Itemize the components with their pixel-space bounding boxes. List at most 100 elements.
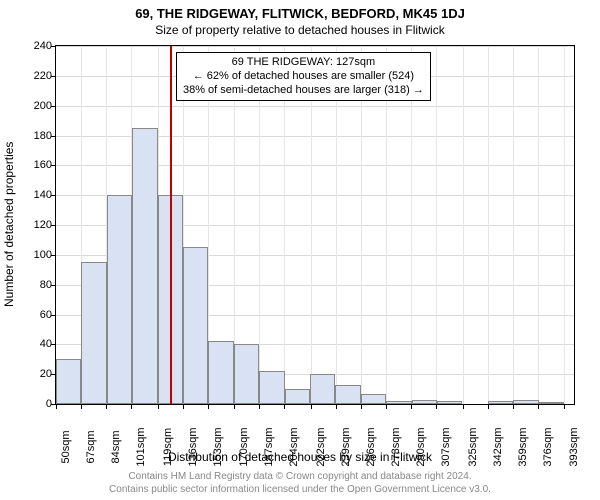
histogram-bar (183, 247, 208, 404)
x-tick-label: 307sqm (440, 427, 452, 466)
y-tick-mark (51, 404, 55, 405)
x-tick-mark (81, 405, 82, 409)
y-tick-label: 200 (12, 100, 52, 112)
x-tick-label: 359sqm (517, 427, 529, 466)
annotation-line-3: 38% of semi-detached houses are larger (… (183, 84, 424, 98)
x-tick-mark (183, 405, 184, 409)
x-tick-label: 204sqm (288, 427, 300, 466)
annotation-box: 69 THE RIDGEWAY: 127sqm← 62% of detached… (176, 52, 431, 101)
page-title: 69, THE RIDGEWAY, FLITWICK, BEDFORD, MK4… (0, 0, 600, 21)
y-tick-label: 140 (12, 189, 52, 201)
y-tick-label: 40 (12, 338, 52, 350)
y-tick-label: 80 (12, 279, 52, 291)
grid-line-v (436, 46, 437, 404)
annotation-line-1: 69 THE RIDGEWAY: 127sqm (183, 56, 424, 70)
y-tick-label: 240 (12, 40, 52, 52)
y-tick-mark (51, 285, 55, 286)
x-tick-mark (513, 405, 514, 409)
y-tick-mark (51, 195, 55, 196)
x-tick-mark (463, 405, 464, 409)
x-tick-mark (411, 405, 412, 409)
histogram-bar (259, 371, 284, 404)
x-tick-mark (361, 405, 362, 409)
x-tick-mark (234, 405, 235, 409)
x-tick-label: 376sqm (542, 427, 554, 466)
histogram-bar (107, 195, 132, 404)
y-tick-label: 180 (12, 130, 52, 142)
grid-line-h (56, 106, 574, 107)
y-tick-label: 100 (12, 249, 52, 261)
x-tick-mark (131, 405, 132, 409)
grid-line-h (56, 46, 574, 47)
histogram-bar (208, 341, 233, 404)
x-tick-mark (158, 405, 159, 409)
histogram-bar (539, 402, 564, 404)
x-tick-label: 153sqm (212, 427, 224, 466)
y-tick-label: 160 (12, 159, 52, 171)
y-tick-label: 220 (12, 70, 52, 82)
histogram-bar (81, 262, 106, 404)
x-tick-label: 187sqm (263, 427, 275, 466)
footer-line-2: Contains public sector information licen… (0, 484, 600, 497)
x-tick-label: 101sqm (135, 427, 147, 466)
x-tick-mark (311, 405, 312, 409)
y-tick-mark (51, 136, 55, 137)
y-tick-label: 120 (12, 219, 52, 231)
x-tick-label: 290sqm (415, 427, 427, 466)
y-tick-mark (51, 225, 55, 226)
x-tick-mark (284, 405, 285, 409)
x-tick-label: 239sqm (340, 427, 352, 466)
y-tick-label: 20 (12, 368, 52, 380)
histogram-bar (234, 344, 259, 404)
page-subtitle: Size of property relative to detached ho… (0, 21, 600, 37)
y-tick-mark (51, 106, 55, 107)
y-tick-mark (51, 76, 55, 77)
y-tick-mark (51, 344, 55, 345)
y-tick-mark (51, 165, 55, 166)
grid-line-v (463, 46, 464, 404)
x-tick-label: 50sqm (60, 430, 72, 463)
histogram-chart: 69 THE RIDGEWAY: 127sqm← 62% of detached… (55, 45, 575, 405)
x-tick-label: 342sqm (492, 427, 504, 466)
y-tick-label: 60 (12, 309, 52, 321)
x-tick-label: 325sqm (467, 427, 479, 466)
footer-text: Contains HM Land Registry data © Crown c… (0, 471, 600, 496)
x-tick-mark (436, 405, 437, 409)
x-tick-label: 273sqm (390, 427, 402, 466)
x-tick-mark (386, 405, 387, 409)
grid-line-v (513, 46, 514, 404)
histogram-bar (412, 400, 437, 404)
x-tick-mark (564, 405, 565, 409)
histogram-bar (488, 401, 513, 404)
x-tick-mark (56, 405, 57, 409)
y-tick-mark (51, 255, 55, 256)
x-tick-mark (488, 405, 489, 409)
x-tick-label: 256sqm (365, 427, 377, 466)
x-tick-mark (106, 405, 107, 409)
x-tick-mark (208, 405, 209, 409)
x-tick-label: 222sqm (315, 427, 327, 466)
histogram-bar (361, 394, 386, 404)
x-tick-mark (259, 405, 260, 409)
footer-line-1: Contains HM Land Registry data © Crown c… (0, 471, 600, 484)
x-tick-label: 136sqm (187, 427, 199, 466)
histogram-bar (285, 389, 310, 404)
histogram-bar (513, 400, 538, 404)
histogram-bar (335, 385, 360, 404)
histogram-bar (310, 374, 335, 404)
histogram-bar (437, 401, 462, 404)
x-tick-label: 119sqm (162, 428, 174, 466)
reference-line (170, 46, 172, 404)
y-tick-mark (51, 315, 55, 316)
y-tick-mark (51, 46, 55, 47)
y-tick-label: 0 (12, 398, 52, 410)
x-tick-mark (538, 405, 539, 409)
histogram-bar (386, 401, 411, 404)
x-tick-label: 67sqm (85, 430, 97, 463)
grid-line-v (538, 46, 539, 404)
histogram-bar (132, 128, 157, 404)
x-tick-label: 393sqm (568, 427, 580, 466)
x-tick-mark (336, 405, 337, 409)
x-tick-label: 170sqm (238, 427, 250, 466)
y-tick-mark (51, 374, 55, 375)
